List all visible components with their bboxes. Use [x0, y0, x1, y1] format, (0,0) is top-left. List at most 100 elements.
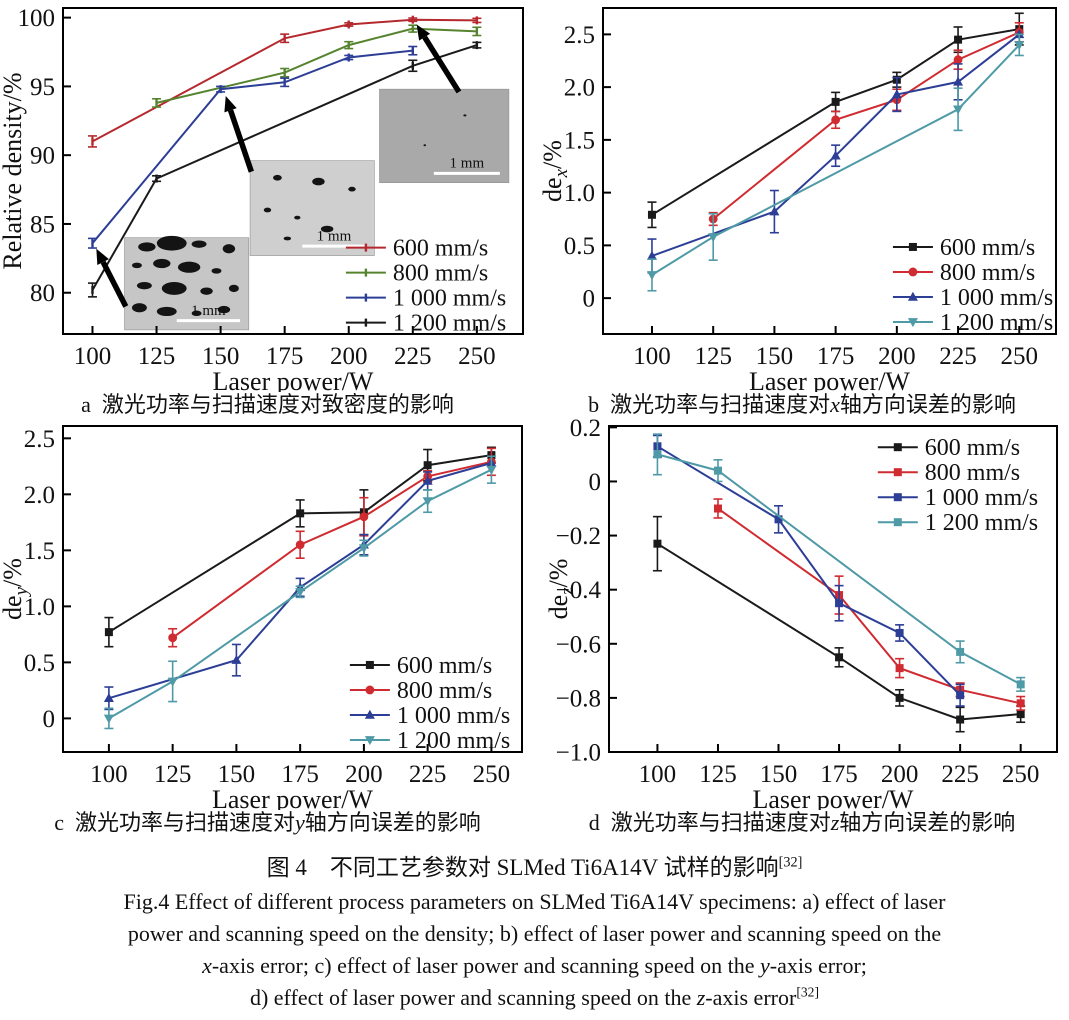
series-1-200-mm/s [652, 433, 1026, 692]
y-tick-label: 2.5 [23, 426, 54, 453]
y-tick-label: 80 [30, 280, 55, 307]
pore-blob [156, 306, 177, 317]
x-axis-title: Laser power/W [749, 367, 910, 392]
y-tick-label: 0.5 [564, 233, 595, 260]
pore-blob [462, 114, 466, 117]
series-1-200-mm/s [103, 455, 496, 730]
chart-a-canvas: 1 mm 1 mm 1 mm 100 125 150 175 200 225 250 Laser p… [1, 5, 524, 392]
x-tick-label: 250 [472, 761, 510, 788]
x-tick-label: 150 [756, 343, 794, 370]
annotation-arrow [416, 24, 461, 94]
y-tick-label: 0.2 [570, 418, 601, 442]
y-tick-label: 85 [30, 211, 55, 238]
x-tick-label: 125 [137, 343, 175, 370]
scale-bar-label: 1 mm [449, 156, 484, 172]
scale-bar-label: 1 mm [191, 303, 226, 319]
y-tick-label: 1.5 [564, 127, 595, 154]
y-tick-label: 100 [17, 5, 55, 32]
y-tick-label: 95 [30, 74, 55, 101]
inset-micrograph-3: 1 mm [378, 88, 509, 183]
pore-blob [293, 215, 300, 220]
series-800-mm/s [151, 24, 481, 108]
pore-blob [283, 236, 291, 241]
y-axis: 0.2 0 −0.2 −0.4 −0.6 −0.8 −1.0 dez/% [544, 418, 617, 767]
legend-label: 800 mm/s [396, 678, 491, 704]
plot-frame [61, 425, 523, 753]
y-tick-label: 0 [589, 469, 602, 496]
pore-blob [137, 242, 156, 252]
x-axis: 100 125 150 175 200 225 250 Laser power/W [639, 744, 1039, 810]
pore-blob [191, 240, 207, 248]
y-tick-label: 0 [583, 286, 596, 313]
panel-b-subcaption: b 激光功率与扫描速度对x轴方向误差的影响 [588, 392, 1016, 417]
pore-blob [272, 174, 282, 181]
pore-blob [161, 281, 187, 295]
legend-label: 1 200 mm/s [396, 728, 509, 754]
caption-english-line-4: d) effect of laser power and scanning sp… [249, 984, 820, 1010]
plot-frame [602, 7, 1057, 335]
pore-blob [136, 281, 152, 290]
pore-blob [347, 186, 356, 192]
pore-blob [156, 235, 187, 251]
y-tick-label: 1.0 [564, 180, 595, 207]
legend-label: 600 mm/s [396, 653, 491, 679]
annotation-arrow [95, 248, 128, 308]
caption-english: Fig.4 Effect of different process parame… [0, 886, 1069, 1014]
y-tick-label: 1.0 [23, 594, 54, 621]
legend-label: 1 200 mm/s [392, 311, 505, 337]
chart-b-canvas: 100 125 150 175 200 225 250 Laser power/W 0 0.5 1.… [538, 7, 1057, 392]
y-tick-label: 0.5 [23, 650, 54, 677]
x-tick-label: 100 [639, 761, 677, 788]
pore-blob [320, 225, 333, 233]
panel-c-subcaption: c 激光功率与扫描速度对y轴方向误差的影响 [54, 810, 481, 835]
x-tick-label: 100 [633, 343, 671, 370]
pore-blob [199, 287, 213, 295]
x-tick-label: 200 [345, 761, 383, 788]
y-tick-label: 90 [30, 143, 55, 170]
x-tick-label: 225 [408, 761, 446, 788]
series-1-000-mm/s [87, 45, 417, 249]
y-axis: 0 0.5 1.0 1.5 2.0 2.5 dey/% [1, 426, 71, 733]
legend-label: 1 000 mm/s [396, 703, 509, 729]
scale-bar-label: 1 mm [316, 228, 351, 244]
x-tick-label: 225 [939, 343, 977, 370]
x-axis: 100 125 150 175 200 225 250 Laser power/W [90, 744, 510, 810]
y-axis-title: dex/% [538, 140, 572, 202]
y-tick-label: −0.8 [556, 685, 601, 712]
y-axis-title: dez/% [544, 559, 578, 620]
legend-label: 1 200 mm/s [925, 510, 1038, 536]
x-tick-label: 225 [941, 761, 979, 788]
x-tick-label: 175 [281, 761, 319, 788]
x-tick-label: 175 [820, 761, 858, 788]
x-axis-title: Laser power/W [212, 367, 373, 392]
y-tick-label: 0 [42, 706, 55, 733]
x-tick-label: 150 [217, 761, 255, 788]
y-axis-title: dey/% [1, 558, 32, 620]
pore-blob [211, 268, 221, 274]
legend-label: 1 200 mm/s [940, 310, 1053, 336]
panel-d: 100 125 150 175 200 225 250 Laser power/W 0.2 0 −0… [535, 418, 1069, 836]
x-tick-label: 200 [881, 761, 919, 788]
legend-label: 600 mm/s [940, 235, 1035, 261]
pore-blob [191, 310, 202, 317]
x-tick-label: 150 [760, 761, 798, 788]
x-tick-label: 225 [394, 343, 432, 370]
y-tick-label: 1.5 [23, 538, 54, 565]
y-tick-label: −0.6 [556, 631, 601, 658]
x-axis: 100 125 150 175 200 225 250 Laser power/W [73, 326, 495, 392]
charts-grid: 1 mm 1 mm 1 mm 100 125 150 175 200 225 250 Laser p… [0, 5, 1069, 836]
caption-english-line-2: power and scanning speed on the density;… [127, 920, 942, 946]
pore-blob [263, 207, 271, 213]
legend-label: 1 000 mm/s [925, 485, 1038, 511]
y-tick-label: −0.4 [556, 577, 602, 604]
y-tick-label: 2.5 [564, 22, 595, 49]
panel-c: 100 125 150 175 200 225 250 Laser power/W 0 0.5 1.… [0, 418, 535, 836]
chart-c-canvas: 100 125 150 175 200 225 250 Laser power/W 0 0.5 1.… [1, 425, 523, 810]
panel-d-subcaption: d 激光功率与扫描速度对z轴方向误差的影响 [588, 810, 1016, 835]
plot-frame [61, 7, 524, 335]
series-800-mm/s [167, 447, 496, 648]
x-tick-label: 100 [73, 343, 111, 370]
